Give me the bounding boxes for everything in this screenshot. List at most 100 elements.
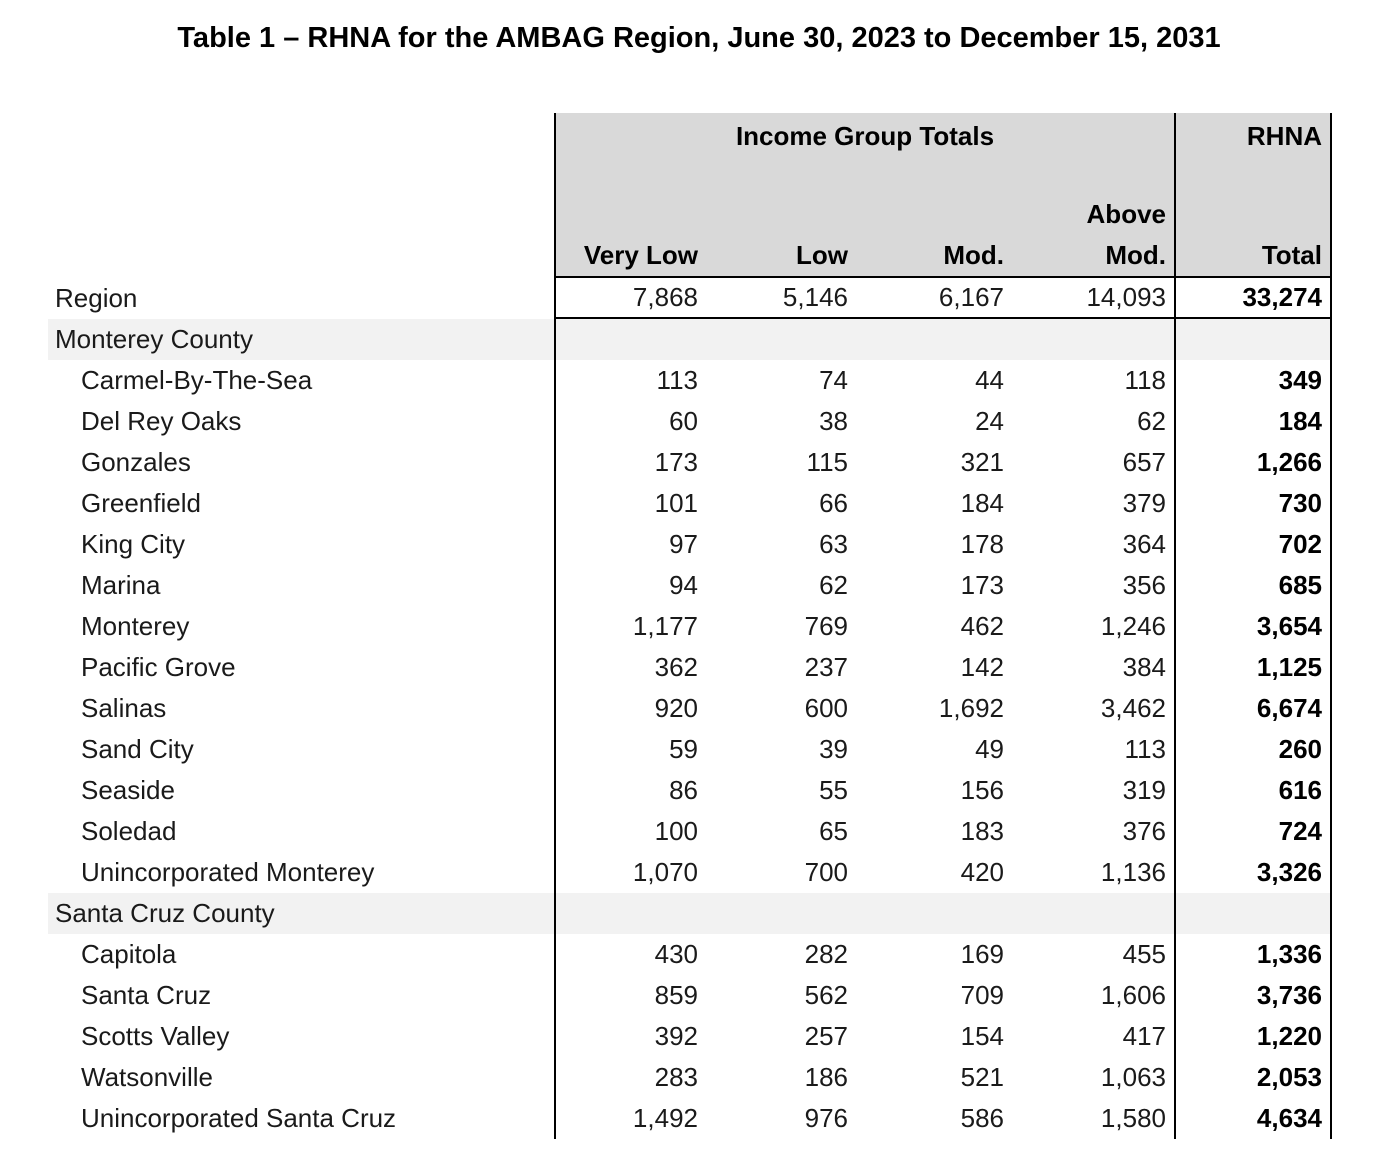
rhna-total-cell: 685 — [1174, 565, 1332, 606]
row-label: Carmel-By-The-Sea — [81, 365, 313, 395]
income-value-cell: 14,093 — [1012, 278, 1174, 319]
row-label: Salinas — [81, 693, 167, 723]
row-label: Santa Cruz — [81, 980, 212, 1010]
income-value-cell: 94 — [554, 565, 706, 606]
income-value-cell: 173 — [960, 570, 1004, 600]
rhna-total-cell: 4,634 — [1174, 1098, 1332, 1139]
rhna-total-cell: 260 — [1174, 729, 1332, 770]
income-value-cell — [554, 893, 706, 934]
income-value-cell: 769 — [804, 611, 848, 641]
income-value-cell: 49 — [975, 734, 1004, 764]
income-value-cell: 392 — [554, 1016, 706, 1057]
income-value-cell: 183 — [960, 816, 1004, 846]
income-value-cell: 62 — [1137, 406, 1166, 436]
table-title: Table 1 – RHNA for the AMBAG Region, Jun… — [177, 22, 1221, 54]
row-label: Sand City — [81, 734, 194, 764]
income-value-cell: 462 — [960, 611, 1004, 641]
rhna-total-cell: 3,326 — [1174, 852, 1332, 893]
income-value-cell: 376 — [1122, 816, 1166, 846]
rhna-total-cell: 184 — [1174, 401, 1332, 442]
income-value-cell: 586 — [960, 1103, 1004, 1133]
income-value-cell: 430 — [554, 934, 706, 975]
income-value-cell: 65 — [819, 816, 848, 846]
income-value-cell: 113 — [554, 360, 706, 401]
rhna-total-cell — [1174, 893, 1332, 934]
row-label: Soledad — [81, 816, 177, 846]
rhna-total-cell: 724 — [1174, 811, 1332, 852]
income-value-cell: 100 — [554, 811, 706, 852]
header-label-spacer — [48, 113, 554, 278]
row-label: Unincorporated Monterey — [81, 857, 375, 887]
income-value-cell: 257 — [804, 1021, 848, 1051]
section-row-label: Monterey County — [48, 319, 554, 360]
income-value-cell: 97 — [554, 524, 706, 565]
row-label: Scotts Valley — [81, 1021, 230, 1051]
rhna-total-cell: 2,053 — [1174, 1057, 1332, 1098]
rhna-total-cell: 3,736 — [1174, 975, 1332, 1016]
income-value-cell: 562 — [804, 980, 848, 1010]
rhna-total-cell: 33,274 — [1174, 278, 1332, 319]
income-value-cell: 1,606 — [1100, 980, 1166, 1010]
income-value-cell: 976 — [804, 1103, 848, 1133]
income-group-totals-heading: Income Group Totals — [735, 121, 995, 151]
income-value-cell: 3,462 — [1100, 693, 1166, 723]
row-label: Watsonville — [81, 1062, 213, 1092]
row-label: Region — [55, 283, 138, 313]
low-column-heading: Low — [796, 240, 848, 270]
income-value-cell: 384 — [1122, 652, 1166, 682]
income-value-cell: 657 — [1122, 447, 1166, 477]
income-value-cell: 142 — [960, 652, 1004, 682]
income-value-cell: 1,492 — [554, 1098, 706, 1139]
income-value-cell: 24 — [975, 406, 1004, 436]
income-value-cell: 5,146 — [706, 278, 856, 319]
income-value-cell: 1,692 — [938, 693, 1004, 723]
income-value-cell: 1,246 — [1100, 611, 1166, 641]
row-label: Marina — [81, 570, 161, 600]
above-mod-heading-line1: Above — [1086, 199, 1166, 229]
income-value-cell: 356 — [1122, 570, 1166, 600]
rhna-total-cell: 349 — [1174, 360, 1332, 401]
income-value-cell: 39 — [819, 734, 848, 764]
income-value-cell: 283 — [554, 1057, 706, 1098]
rhna-total-cell: 1,125 — [1174, 647, 1332, 688]
income-value-cell: 66 — [819, 488, 848, 518]
row-label: Gonzales — [81, 447, 191, 477]
income-value-cell: 44 — [975, 365, 1004, 395]
income-value-cell: 237 — [804, 652, 848, 682]
income-value-cell: 173 — [554, 442, 706, 483]
income-group-header: Income Group Totals Above Very Low Low M… — [554, 113, 1174, 278]
row-label: Capitola — [81, 939, 177, 969]
income-value-cell: 74 — [819, 365, 848, 395]
rhna-total-cell: 702 — [1174, 524, 1332, 565]
row-label: Greenfield — [81, 488, 201, 518]
income-value-cell — [1012, 319, 1174, 360]
income-value-cell — [1012, 893, 1174, 934]
section-row-label: Santa Cruz County — [48, 893, 554, 934]
income-value-cell: 362 — [554, 647, 706, 688]
row-label: King City — [81, 529, 186, 559]
income-value-cell: 709 — [960, 980, 1004, 1010]
very-low-column-heading: Very Low — [583, 240, 698, 270]
income-value-cell: 859 — [554, 975, 706, 1016]
income-value-cell: 55 — [819, 775, 848, 805]
above-mod-heading-line2: Mod. — [1105, 240, 1166, 270]
rhna-total-cell: 6,674 — [1174, 688, 1332, 729]
rhna-total-cell: 3,654 — [1174, 606, 1332, 647]
row-label: Monterey — [81, 611, 190, 641]
income-value-cell: 63 — [819, 529, 848, 559]
income-value-cell: 113 — [1124, 734, 1166, 764]
income-value-cell: 700 — [804, 857, 848, 887]
rhna-total-cell: 616 — [1174, 770, 1332, 811]
rhna-table: Income Group Totals Above Very Low Low M… — [48, 113, 1332, 1139]
income-value-cell: 379 — [1122, 488, 1166, 518]
income-value-cell: 282 — [804, 939, 848, 969]
income-value-cell — [856, 893, 1012, 934]
income-value-cell: 521 — [960, 1062, 1004, 1092]
income-value-cell: 156 — [960, 775, 1004, 805]
income-value-cell: 184 — [960, 488, 1004, 518]
income-value-cell: 86 — [554, 770, 706, 811]
income-value-cell: 6,167 — [856, 278, 1012, 319]
income-value-cell — [856, 319, 1012, 360]
income-value-cell: 364 — [1122, 529, 1166, 559]
